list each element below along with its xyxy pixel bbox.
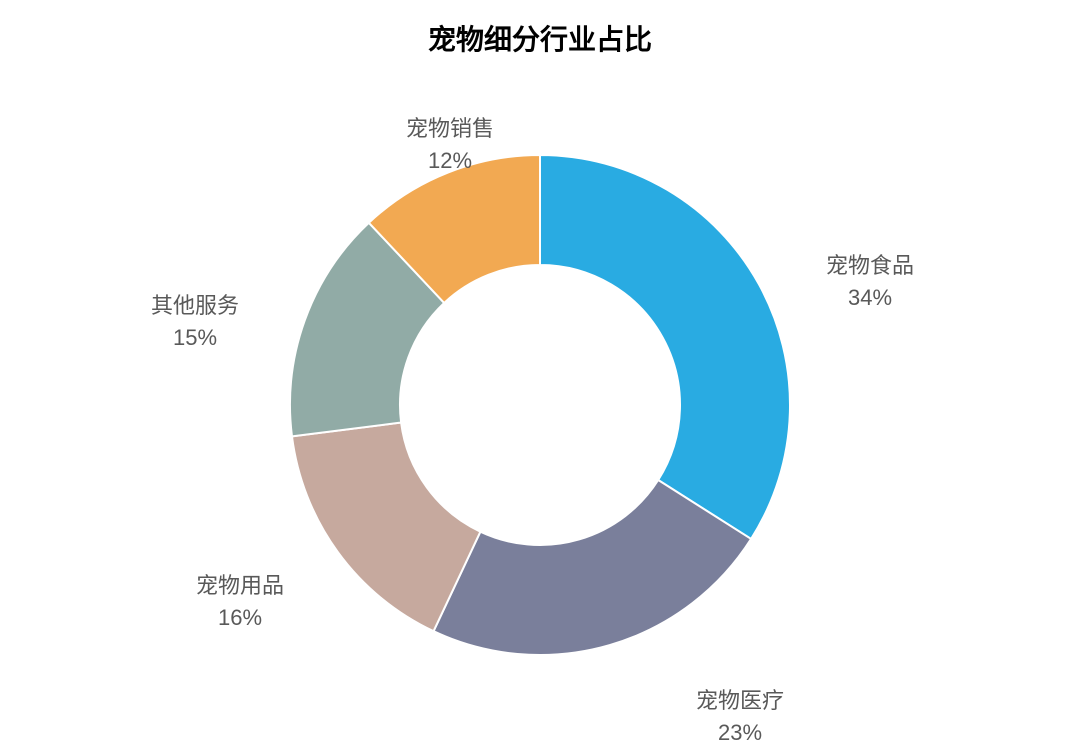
slice-name: 宠物医疗 bbox=[696, 685, 784, 717]
slice-label: 宠物用品16% bbox=[196, 570, 284, 634]
donut-chart: 宠物食品34%宠物医疗23%宠物用品16%其他服务15%宠物销售12% bbox=[0, 75, 1080, 735]
slice-name: 其他服务 bbox=[151, 290, 239, 322]
slice-label: 宠物食品34% bbox=[826, 250, 914, 314]
slice-percent: 15% bbox=[151, 322, 239, 354]
slice-label: 其他服务15% bbox=[151, 290, 239, 354]
donut-svg bbox=[288, 153, 792, 657]
slice-name: 宠物销售 bbox=[406, 113, 494, 145]
slice-name: 宠物用品 bbox=[196, 570, 284, 602]
slice-label: 宠物医疗23% bbox=[696, 685, 784, 749]
slice-percent: 23% bbox=[696, 717, 784, 749]
slice-percent: 12% bbox=[406, 145, 494, 177]
donut-slice bbox=[540, 155, 790, 539]
slice-percent: 16% bbox=[196, 602, 284, 634]
slice-percent: 34% bbox=[826, 282, 914, 314]
slice-label: 宠物销售12% bbox=[406, 113, 494, 177]
chart-title: 宠物细分行业占比 bbox=[0, 0, 1080, 58]
slice-name: 宠物食品 bbox=[826, 250, 914, 282]
